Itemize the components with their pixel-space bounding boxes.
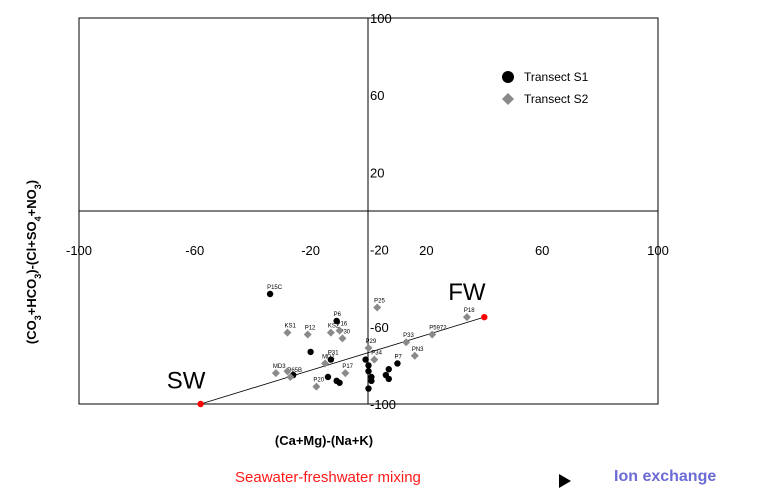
point-label: P15C bbox=[267, 285, 283, 291]
point-label: P25 bbox=[374, 299, 385, 305]
point-transect-s2 bbox=[303, 330, 312, 339]
point-transect-s1 bbox=[333, 317, 340, 325]
point-label: P5972 bbox=[429, 326, 447, 332]
point-transect-s2 bbox=[326, 328, 335, 337]
point-transect-s2 bbox=[321, 359, 330, 368]
point-transect-s1 bbox=[368, 377, 375, 385]
point-transect-s2 bbox=[364, 344, 373, 353]
point-transect-s2 bbox=[341, 369, 350, 378]
point-transect-s2 bbox=[271, 369, 280, 378]
point-label: PN3 bbox=[412, 347, 424, 353]
point-label: P29 bbox=[366, 339, 377, 345]
point-transect-s2 bbox=[312, 382, 321, 391]
point-transect-s1 bbox=[336, 379, 343, 386]
point-label: KS1 bbox=[284, 324, 296, 330]
point-label: P30 bbox=[339, 329, 350, 335]
point-label: P31 bbox=[328, 351, 339, 357]
y-tick-label: 20 bbox=[370, 165, 384, 180]
legend-marker-circle bbox=[502, 71, 514, 83]
point-label: P17 bbox=[342, 364, 353, 370]
x-tick-label: -100 bbox=[66, 243, 92, 258]
point-transect-s2 bbox=[462, 313, 471, 322]
point-label: P65B bbox=[287, 368, 302, 374]
mixing-line bbox=[200, 316, 485, 405]
x-axis-title: (Ca+Mg)-(Na+K) bbox=[275, 433, 373, 448]
point-transect-s1 bbox=[394, 360, 401, 367]
y-tick-label: 100 bbox=[370, 11, 392, 26]
legend-label: Transect S1 bbox=[524, 70, 589, 84]
caption-ion-exchange: Ion exchange bbox=[614, 468, 717, 485]
endmember-label: FW bbox=[448, 279, 486, 306]
point-transect-s2 bbox=[338, 334, 347, 343]
point-transect-s2 bbox=[402, 338, 411, 347]
point-transect-s1 bbox=[365, 362, 372, 369]
point-label: P16 bbox=[337, 322, 348, 328]
y-tick-label: -20 bbox=[370, 243, 389, 258]
point-transect-s1 bbox=[365, 385, 372, 392]
point-label: P20 bbox=[313, 378, 324, 384]
point-label: MD3 bbox=[273, 364, 286, 370]
point-transect-s1 bbox=[385, 375, 392, 383]
legend-marker-diamond bbox=[502, 93, 514, 105]
x-tick-label: 60 bbox=[535, 243, 549, 258]
arrow-right-icon bbox=[559, 474, 571, 488]
point-transect-s2 bbox=[283, 367, 292, 376]
point-label: P34 bbox=[371, 351, 382, 357]
point-transect-s2 bbox=[373, 303, 382, 312]
point-transect-s2 bbox=[286, 372, 295, 381]
endmember-label: SW bbox=[167, 368, 206, 395]
legend-label: Transect S2 bbox=[524, 92, 589, 106]
y-tick-label: -100 bbox=[370, 397, 396, 412]
seawater-endmember-point bbox=[197, 400, 204, 408]
point-label: P33 bbox=[403, 333, 414, 339]
point-transect-s1 bbox=[266, 290, 274, 298]
y-tick-label: -60 bbox=[370, 320, 389, 335]
point-transect-s1 bbox=[385, 366, 392, 373]
point-transect-s1 bbox=[327, 356, 335, 363]
point-label: P12 bbox=[305, 326, 316, 332]
freshwater-endmember-point bbox=[481, 313, 488, 321]
point-transect-s2 bbox=[283, 328, 292, 337]
point-transect-s1 bbox=[365, 367, 372, 375]
point-transect-s1 bbox=[324, 373, 332, 381]
x-tick-label: 100 bbox=[647, 243, 669, 258]
point-label: MD1 bbox=[322, 354, 335, 360]
caption-mixing: Seawater-freshwater mixing bbox=[235, 469, 421, 486]
point-label: P6 bbox=[334, 312, 342, 318]
point-transect-s2 bbox=[410, 351, 419, 360]
point-transect-s2 bbox=[370, 355, 379, 364]
point-transect-s2 bbox=[335, 326, 344, 335]
x-tick-label: -20 bbox=[301, 243, 320, 258]
point-label: P7 bbox=[394, 354, 402, 360]
legend: Transect S1 Transect S2 bbox=[502, 70, 589, 106]
point-transect-s1 bbox=[307, 348, 314, 356]
point-label: P18 bbox=[464, 308, 475, 314]
point-transect-s1 bbox=[362, 356, 369, 363]
point-label: KS2 bbox=[328, 324, 340, 330]
x-tick-label: -60 bbox=[185, 243, 204, 258]
y-axis-title: (CO3+HCO3)-(Cl+SO4+NO3) bbox=[24, 180, 43, 344]
x-tick-label: 20 bbox=[419, 243, 433, 258]
y-tick-label: 60 bbox=[370, 88, 384, 103]
point-transect-s2 bbox=[428, 330, 437, 339]
